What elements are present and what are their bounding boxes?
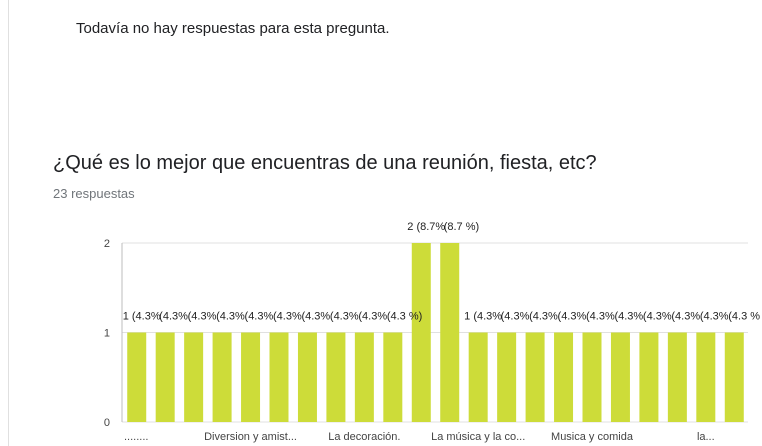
x-tick-label: ........ [124, 431, 148, 443]
card-left-border [8, 0, 9, 446]
data-label: (4.3% [614, 311, 643, 323]
no-responses-message: Todavía no hay respuestas para esta preg… [76, 20, 390, 37]
data-label: (4.3% [245, 311, 274, 323]
bar [297, 332, 317, 422]
bar [667, 332, 687, 422]
x-tick-label: La decoración. [328, 431, 400, 443]
data-label: 1 (4.3% [123, 311, 161, 323]
data-label: (8.7 %) [444, 221, 479, 233]
bar [184, 332, 204, 422]
bar [696, 332, 716, 422]
bar [610, 332, 630, 422]
x-tick-label: Diversion y amist... [204, 431, 297, 443]
bar [155, 332, 175, 422]
data-label: (4.3% [301, 311, 330, 323]
data-label: (4.3% [529, 311, 558, 323]
data-label: (4.3% [700, 311, 729, 323]
data-label: (4.3 % [728, 311, 760, 323]
x-tick-label: la... [697, 431, 715, 443]
bar [269, 332, 289, 422]
data-label: (4.3% [643, 311, 672, 323]
data-label: (4.3% [273, 311, 302, 323]
bar [639, 332, 659, 422]
data-label: (4.3% [558, 311, 587, 323]
bar [383, 332, 403, 422]
y-tick-label: 0 [104, 417, 110, 429]
data-label: 2 (8.7% [407, 221, 445, 233]
bar [326, 332, 346, 422]
y-tick-label: 1 [104, 328, 110, 340]
bar [724, 332, 744, 422]
bar [127, 332, 147, 422]
data-label: (4.3% [330, 311, 359, 323]
x-tick-label: Musica y comida [551, 431, 634, 443]
y-tick-label: 2 [104, 238, 110, 250]
data-label: (4.3% [159, 311, 188, 323]
bar [525, 332, 545, 422]
data-label: 1 (4.3% [464, 311, 502, 323]
data-label: (4.3 %) [387, 311, 422, 323]
bar [411, 243, 431, 422]
bar [497, 332, 517, 422]
responses-count: 23 respuestas [53, 186, 135, 201]
bar [468, 332, 488, 422]
data-label: (4.3% [586, 311, 615, 323]
bar [241, 332, 261, 422]
bar [554, 332, 574, 422]
data-label: (4.3% [501, 311, 530, 323]
bar [354, 332, 374, 422]
bar [582, 332, 602, 422]
bar [212, 332, 232, 422]
question-title: ¿Qué es lo mejor que encuentras de una r… [53, 152, 597, 174]
data-label: (4.3% [216, 311, 245, 323]
x-tick-label: La música y la co... [431, 431, 525, 443]
bar [440, 243, 460, 422]
data-label: (4.3% [188, 311, 217, 323]
data-label: (4.3% [358, 311, 387, 323]
data-label: (4.3% [671, 311, 700, 323]
